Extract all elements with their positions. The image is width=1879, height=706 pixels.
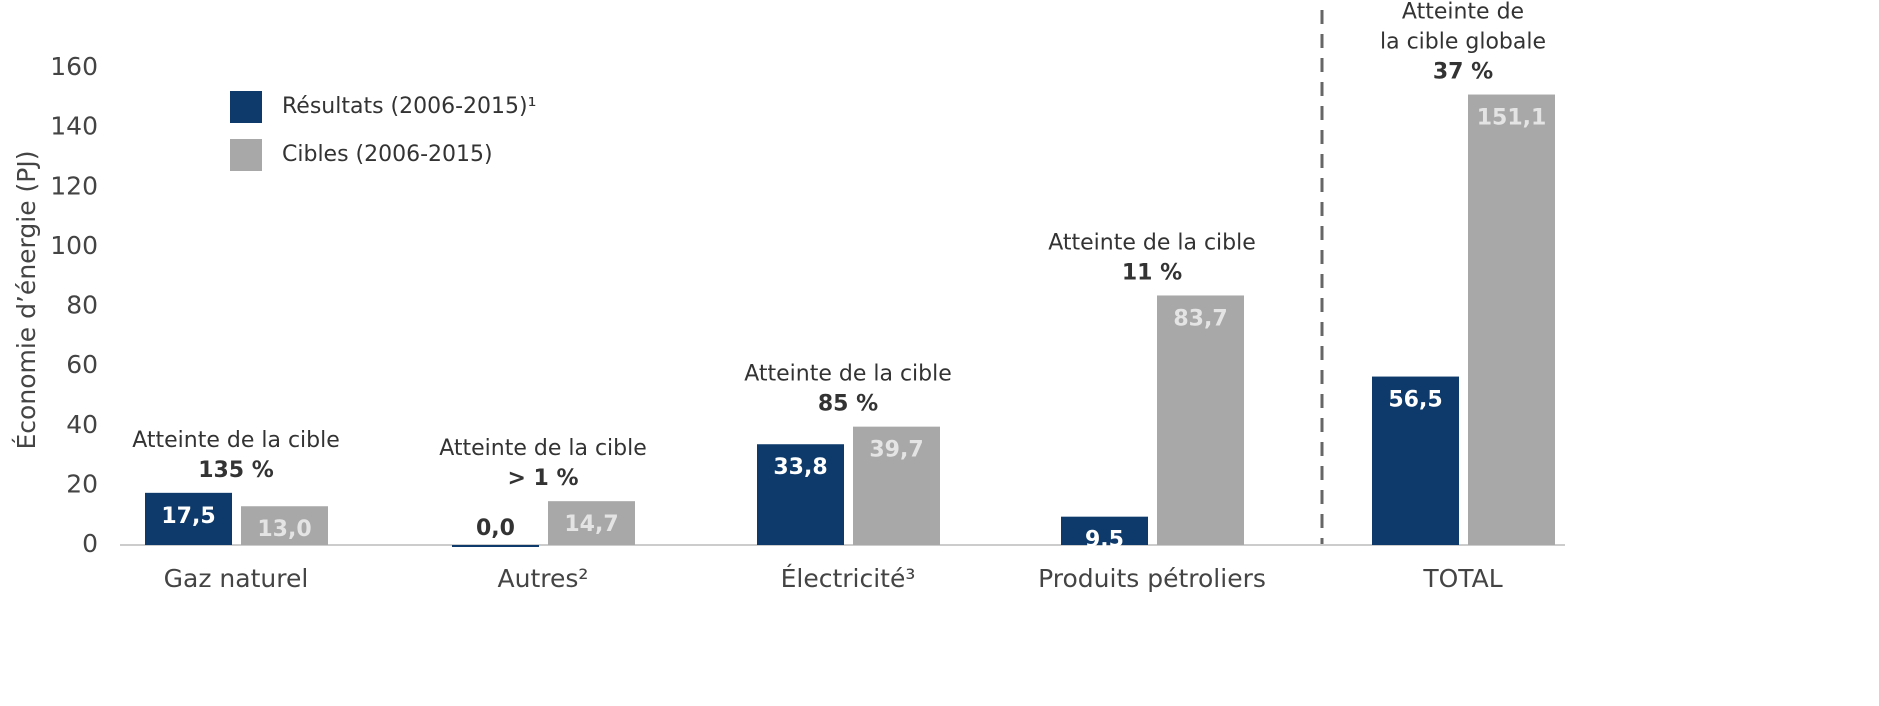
x-tick-label: Produits pétroliers [1038, 564, 1266, 593]
value-label: 56,5 [1388, 388, 1442, 413]
y-axis-label: Économie d’énergie (PJ) [12, 151, 41, 450]
bar [452, 545, 539, 547]
legend-swatch [230, 139, 262, 171]
annotation-pct: 135 % [198, 458, 274, 483]
annotation: Atteinte de la cible [744, 362, 952, 387]
bar [1157, 295, 1244, 545]
y-tick-label: 40 [66, 410, 98, 439]
bar [757, 444, 844, 545]
bar [1468, 94, 1555, 545]
bar [1061, 516, 1148, 545]
value-label: 17,5 [161, 504, 215, 529]
y-tick-label: 140 [50, 112, 98, 141]
annotation: Atteinte de la cible [132, 428, 340, 453]
value-label: 14,7 [564, 512, 618, 537]
y-tick-label: 60 [66, 350, 98, 379]
annotation-pct: 11 % [1122, 260, 1182, 285]
y-tick-label: 100 [50, 231, 98, 260]
value-label: 9,5 [1085, 528, 1124, 553]
y-tick-label: 0 [82, 529, 98, 558]
legend-label: Cibles (2006-2015) [282, 142, 493, 167]
annotation-pct: 37 % [1433, 60, 1493, 85]
annotation: la cible globale [1380, 30, 1546, 55]
value-label: 0,0 [476, 516, 515, 541]
value-label: 33,8 [773, 455, 827, 480]
value-label: 83,7 [1173, 306, 1227, 331]
bar [853, 426, 940, 545]
x-tick-label: Électricité³ [781, 564, 916, 593]
bar [548, 501, 635, 545]
annotation: Atteinte de la cible [1048, 230, 1256, 255]
annotation-pct: > 1 % [507, 466, 578, 491]
x-tick-label: Autres² [498, 564, 589, 593]
bar [241, 506, 328, 545]
y-tick-label: 120 [50, 171, 98, 200]
value-label: 13,0 [257, 517, 311, 542]
legend-swatch [230, 91, 262, 123]
x-tick-label: TOTAL [1422, 564, 1502, 593]
bar [1372, 376, 1459, 545]
value-label: 39,7 [869, 438, 923, 463]
y-tick-label: 80 [66, 291, 98, 320]
legend-label: Résultats (2006-2015)¹ [282, 94, 536, 119]
y-tick-label: 20 [66, 469, 98, 498]
bar [145, 492, 232, 545]
value-label: 151,1 [1477, 106, 1547, 131]
annotation: Atteinte de la cible [439, 436, 647, 461]
y-tick-label: 160 [50, 52, 98, 81]
annotation-pct: 85 % [818, 392, 878, 417]
annotation: Atteinte de [1402, 0, 1524, 25]
x-tick-label: Gaz naturel [164, 564, 309, 593]
